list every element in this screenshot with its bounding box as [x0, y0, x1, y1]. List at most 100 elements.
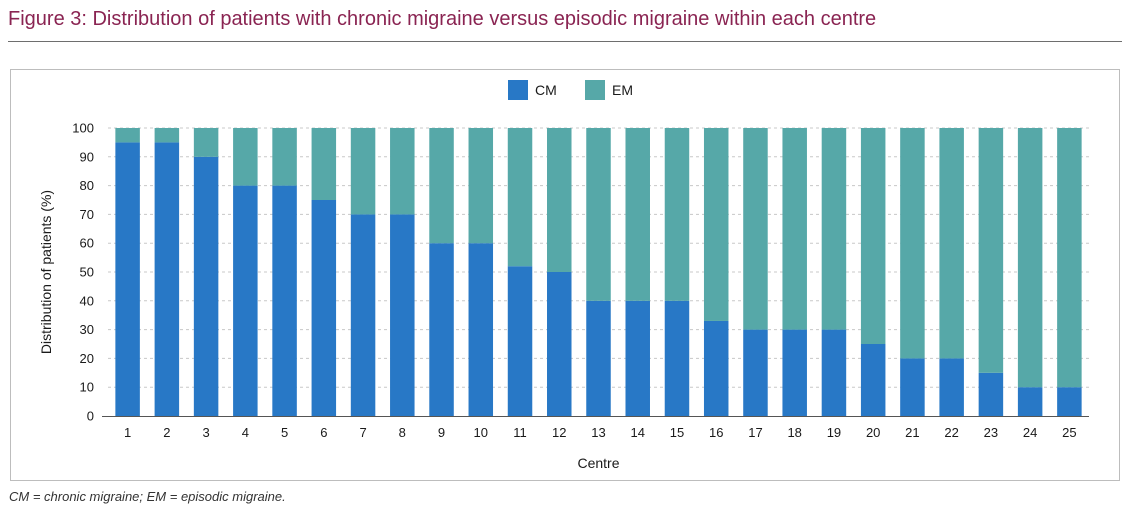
bar-cm-centre-21	[900, 358, 925, 416]
figure-title: Figure 3: Distribution of patients with …	[8, 8, 877, 30]
x-tick-label: 4	[242, 425, 249, 440]
bar-cm-centre-2	[154, 142, 180, 416]
legend-swatch-cm	[508, 80, 528, 100]
x-tick-label: 9	[438, 425, 445, 440]
y-tick-label: 20	[80, 351, 94, 366]
x-tick-label: 19	[827, 425, 841, 440]
bar-em-centre-12	[547, 128, 572, 272]
bar-cm-centre-20	[860, 344, 886, 416]
bar-em-centre-1	[115, 128, 140, 143]
y-tick-label: 40	[80, 293, 94, 308]
bar-cm-centre-5	[272, 185, 297, 416]
legend-label-em: EM	[612, 82, 633, 98]
bars	[115, 128, 1082, 417]
bar-em-centre-14	[625, 128, 650, 301]
title-divider	[8, 41, 1122, 42]
gridlines	[108, 127, 1089, 388]
bar-cm-centre-17	[743, 329, 768, 416]
legend-label-cm: CM	[535, 82, 557, 98]
bar-cm-centre-1	[115, 142, 140, 416]
y-tick-label: 0	[87, 409, 94, 424]
bar-em-centre-21	[900, 128, 925, 359]
x-tick-label: 11	[513, 425, 527, 440]
bar-em-centre-25	[1057, 128, 1082, 388]
bar-cm-centre-13	[586, 300, 611, 416]
bar-cm-centre-7	[350, 214, 376, 416]
x-tick-label: 10	[474, 425, 488, 440]
y-tick-label: 10	[80, 380, 94, 395]
y-tick-label: 50	[80, 265, 94, 280]
bar-em-centre-7	[350, 128, 376, 215]
bar-cm-centre-6	[311, 200, 337, 416]
bar-cm-centre-25	[1057, 387, 1082, 416]
bar-em-centre-9	[429, 128, 454, 244]
x-tick-label: 13	[591, 425, 605, 440]
bar-cm-centre-23	[978, 372, 1004, 416]
x-tick-label: 8	[399, 425, 406, 440]
x-tick-label: 16	[709, 425, 723, 440]
x-tick-label: 17	[748, 425, 762, 440]
bar-cm-centre-18	[782, 329, 807, 416]
bar-em-centre-10	[468, 128, 494, 244]
x-tick-label: 2	[163, 425, 170, 440]
bar-em-centre-11	[507, 128, 533, 267]
x-tick-label: 14	[631, 425, 645, 440]
bar-em-centre-2	[154, 128, 180, 143]
x-tick-label: 15	[670, 425, 684, 440]
legend-swatch-em	[585, 80, 605, 100]
bar-em-centre-23	[978, 128, 1004, 373]
legend: CM EM	[508, 80, 633, 100]
bar-cm-centre-12	[547, 272, 572, 416]
bar-em-centre-6	[311, 128, 337, 200]
bar-cm-centre-19	[821, 329, 847, 416]
x-tick-label: 3	[202, 425, 209, 440]
x-tick-label: 23	[984, 425, 998, 440]
bar-cm-centre-11	[507, 266, 533, 416]
bar-cm-centre-9	[429, 243, 454, 416]
bar-cm-centre-3	[193, 156, 219, 417]
bar-cm-centre-22	[939, 358, 964, 416]
x-tick-label: 24	[1023, 425, 1037, 440]
y-tick-label: 100	[72, 121, 94, 136]
bar-cm-centre-4	[233, 185, 258, 416]
bar-cm-centre-15	[664, 300, 690, 416]
x-tick-label: 22	[944, 425, 958, 440]
bar-em-centre-17	[743, 128, 768, 330]
y-tick-label: 60	[80, 236, 94, 251]
bar-em-centre-20	[860, 128, 886, 344]
x-tick-label: 5	[281, 425, 288, 440]
x-tick-label: 7	[359, 425, 366, 440]
bar-em-centre-24	[1017, 128, 1043, 388]
bar-em-centre-8	[390, 128, 415, 215]
x-axis-title: Centre	[577, 455, 619, 471]
bar-em-centre-5	[272, 128, 297, 186]
x-tick-label: 6	[320, 425, 327, 440]
bar-cm-centre-10	[468, 243, 494, 416]
y-tick-label: 80	[80, 178, 94, 193]
bar-em-centre-18	[782, 128, 807, 330]
x-tick-label: 20	[866, 425, 880, 440]
bar-cm-centre-16	[703, 320, 729, 416]
chart-frame: 0 10 20 30 40 50 60 70 80 90 100 1 2 3 4 5 6 7 8 9 10 11 12 13 1…	[10, 69, 1120, 481]
bar-cm-centre-8	[390, 214, 415, 416]
bar-em-centre-3	[193, 128, 219, 157]
x-tick-label: 12	[552, 425, 566, 440]
bar-cm-centre-14	[625, 300, 650, 416]
x-tick-label: 18	[787, 425, 801, 440]
bar-em-centre-15	[664, 128, 690, 301]
x-tick-label: 25	[1062, 425, 1076, 440]
y-tick-label: 30	[80, 322, 94, 337]
bar-em-centre-4	[233, 128, 258, 186]
y-axis-title: Distribution of patients (%)	[38, 190, 54, 354]
y-tick-label: 70	[80, 207, 94, 222]
bar-cm-centre-24	[1017, 387, 1043, 416]
bar-em-centre-22	[939, 128, 964, 359]
bar-em-centre-19	[821, 128, 847, 330]
bar-em-centre-16	[703, 128, 729, 321]
x-tick-label: 21	[905, 425, 919, 440]
figure-footnote: CM = chronic migraine; EM = episodic mig…	[9, 489, 286, 504]
x-tick-label: 1	[124, 425, 131, 440]
y-tick-label: 90	[80, 149, 94, 164]
